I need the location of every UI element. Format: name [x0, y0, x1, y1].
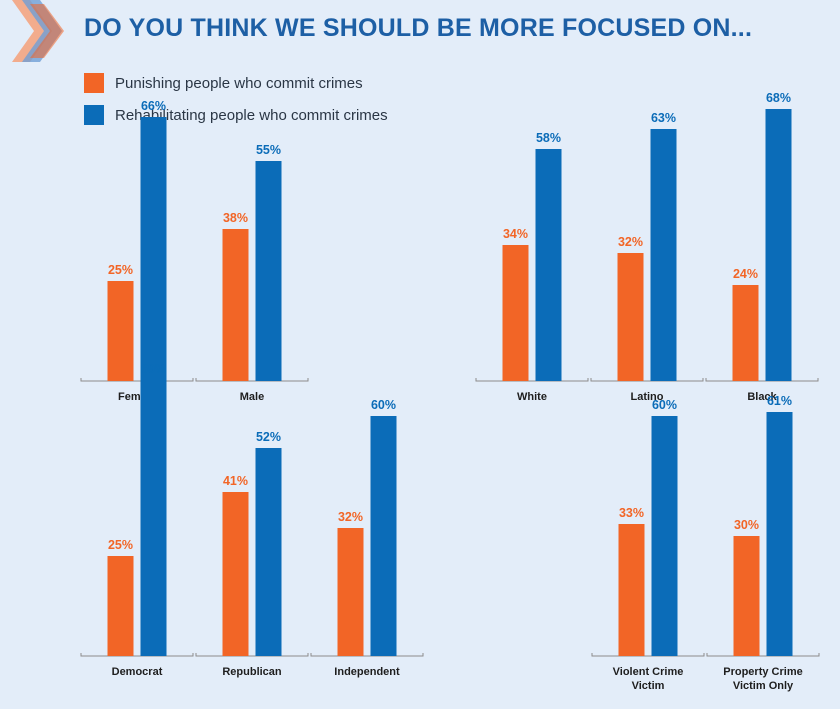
value-label-violent-crime-victim-rehabilitating: 60% [652, 398, 677, 412]
bar-independent-rehabilitating [370, 416, 397, 656]
value-label-democrat-rehabilitating: 69% [141, 362, 166, 376]
bar-violent-crime-victim-punishing [618, 524, 645, 656]
bar-male-punishing [222, 229, 249, 381]
value-label-male-punishing: 38% [223, 211, 248, 225]
chart-panel-crime-victim-status: 33% 60% Violent Crime Victim 30% 61% Property … [591, 394, 820, 692]
category-label-black: Black [747, 391, 777, 403]
bar-democrat-punishing [107, 556, 134, 656]
category-label-male: Male [240, 391, 264, 403]
value-label-violent-crime-victim-punishing: 33% [619, 506, 644, 520]
chart-panel-race-ethnicity: 34% 58% White 32% 63% Latino 24% 68% Black [475, 91, 819, 403]
axis-baseline-latino [590, 378, 704, 382]
axis-baseline-black [705, 378, 819, 382]
value-label-property-crime-victim-only-punishing: 30% [734, 518, 759, 532]
legend-label-punishing: Punishing people who commit crimes [115, 74, 363, 92]
bar-republican-punishing [222, 492, 249, 656]
category-label-democrat: Democrat [112, 666, 163, 678]
axis-baseline-independent [310, 653, 424, 657]
value-label-republican-rehabilitating: 52% [256, 430, 281, 444]
bar-latino-punishing [617, 253, 644, 381]
bar-white-punishing [502, 245, 529, 381]
bar-black-punishing [732, 285, 759, 381]
legend-label-rehabilitating: Rehabilitating people who commit crimes [115, 106, 388, 124]
category-label-violent-crime-victim: Violent Crime Victim [613, 666, 684, 692]
bar-black-rehabilitating [765, 109, 792, 381]
value-label-democrat-punishing: 25% [108, 538, 133, 552]
axis-baseline-democrat [80, 653, 194, 657]
legend-swatch-rehabilitating [84, 105, 104, 125]
bar-female-rehabilitating [140, 117, 167, 381]
value-label-white-rehabilitating: 58% [536, 131, 561, 145]
value-label-independent-rehabilitating: 60% [371, 398, 396, 412]
legend-swatch-punishing [84, 73, 104, 93]
value-label-male-rehabilitating: 55% [256, 143, 281, 157]
axis-baseline-female [80, 378, 194, 382]
value-label-property-crime-victim-only-rehabilitating: 61% [767, 394, 792, 408]
category-label-property-crime-victim-only: Property Crime Victim Only [723, 666, 802, 692]
bar-latino-rehabilitating [650, 129, 677, 381]
value-label-republican-punishing: 41% [223, 474, 248, 488]
value-label-latino-punishing: 32% [618, 235, 643, 249]
category-label-white: White [517, 391, 547, 403]
axis-baseline-male [195, 378, 309, 382]
axis-baseline-white [475, 378, 589, 382]
value-label-independent-punishing: 32% [338, 510, 363, 524]
category-label-republican: Republican [222, 666, 282, 678]
bar-white-rehabilitating [535, 149, 562, 381]
value-label-female-punishing: 25% [108, 263, 133, 277]
category-label-independent: Independent [334, 666, 400, 678]
value-label-black-rehabilitating: 68% [766, 91, 791, 105]
bar-property-crime-victim-only-punishing [733, 536, 760, 656]
bar-violent-crime-victim-rehabilitating [651, 416, 678, 656]
axis-baseline-property-crime-victim-only [706, 653, 820, 657]
axis-baseline-violent-crime-victim [591, 653, 705, 657]
value-label-white-punishing: 34% [503, 227, 528, 241]
chart-title: DO YOU THINK WE SHOULD BE MORE FOCUSED O… [84, 14, 753, 42]
bar-republican-rehabilitating [255, 448, 282, 656]
legend-item-punishing: Punishing people who commit crimes [84, 73, 363, 93]
axis-baseline-republican [195, 653, 309, 657]
chart-panel-party: 25% 69% Democrat 41% 52% Republican 32% 60% Inde… [80, 362, 424, 678]
bar-independent-punishing [337, 528, 364, 656]
value-label-latino-rehabilitating: 63% [651, 111, 676, 125]
bar-female-punishing [107, 281, 134, 381]
bar-male-rehabilitating [255, 161, 282, 381]
value-label-black-punishing: 24% [733, 267, 758, 281]
bar-property-crime-victim-only-rehabilitating [766, 412, 793, 656]
value-label-female-rehabilitating: 66% [141, 99, 166, 113]
bar-democrat-rehabilitating [140, 380, 167, 656]
category-label-latino: Latino [631, 391, 664, 403]
chevron-logo-icon [12, 0, 64, 62]
legend-item-rehabilitating: Rehabilitating people who commit crimes [84, 105, 388, 125]
